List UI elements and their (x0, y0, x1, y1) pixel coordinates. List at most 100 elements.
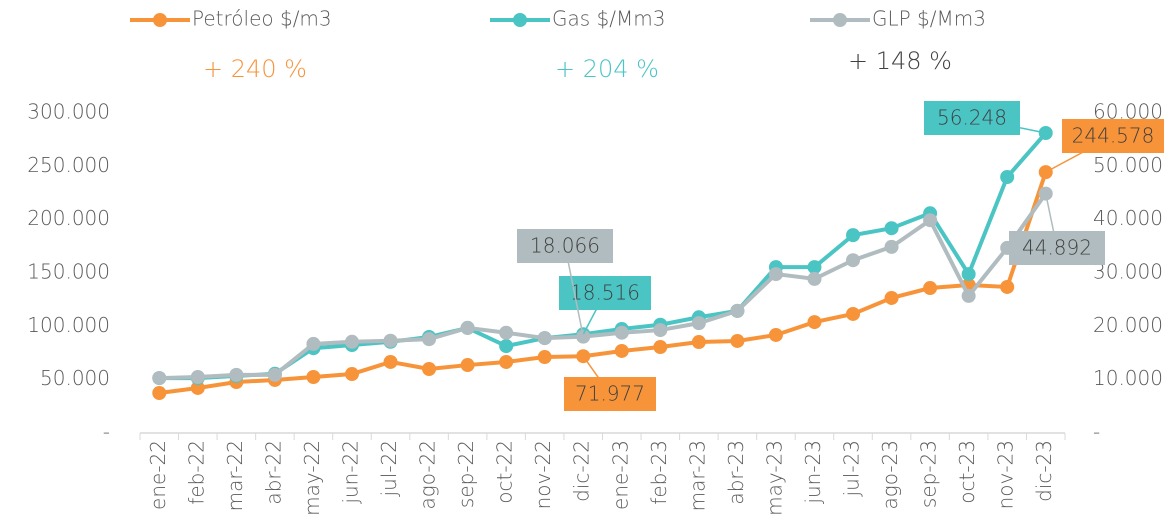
x-tick-label: jun-22 (338, 440, 362, 505)
x-tick-label: sep-23 (917, 440, 941, 508)
y-tick-label: 300.000 (27, 100, 110, 124)
x-tick-label: ene-23 (608, 440, 632, 510)
x-tick-label: oct-22 (493, 440, 517, 504)
data-point (537, 350, 552, 365)
x-tick-label: ago-23 (878, 440, 902, 510)
x-tick-label: mar-22 (223, 440, 247, 511)
data-point (691, 316, 706, 331)
x-tick-label: sep-22 (454, 440, 478, 508)
data-point (884, 239, 899, 254)
x-tick-label: abr-23 (724, 440, 748, 505)
data-point (383, 333, 398, 348)
data-point (460, 358, 475, 373)
x-tick-label: dic-23 (1032, 440, 1056, 502)
label-box (517, 229, 613, 263)
y2-tick-label: - (1093, 420, 1100, 444)
data-point (422, 362, 437, 376)
y2-tick-label: 20.000 (1093, 313, 1163, 337)
data-point (923, 213, 938, 228)
legend-marker (833, 13, 847, 27)
data-point (383, 354, 398, 369)
x-tick-label: dic-22 (570, 440, 594, 502)
x-tick-label: feb-22 (184, 440, 208, 505)
data-point (730, 303, 745, 318)
data-point (807, 260, 822, 275)
label-box (1009, 231, 1105, 265)
data-point (306, 336, 321, 351)
data-point (190, 380, 205, 395)
label-box (1062, 119, 1164, 153)
data-point (923, 281, 938, 296)
legend-label: Petróleo $/m3 (192, 7, 332, 31)
data-label: 71.977 (575, 382, 645, 406)
data-point (846, 228, 861, 243)
annotation: + 240 % (203, 55, 307, 83)
data-point (961, 288, 976, 303)
data-point (691, 335, 706, 350)
data-point (499, 354, 514, 369)
y-tick-label: 250.000 (27, 153, 110, 177)
data-label: 244.578 (1072, 124, 1155, 148)
data-label: 18.066 (530, 234, 600, 258)
data-point (653, 323, 668, 338)
legend-label: Gas $/Mm3 (552, 7, 665, 31)
data-point (499, 339, 514, 354)
x-tick-label: mar-23 (685, 440, 709, 511)
y2-tick-label: 40.000 (1093, 206, 1163, 230)
data-point (306, 370, 321, 384)
data-point (1000, 170, 1015, 184)
data-point (653, 340, 668, 355)
data-point (614, 325, 629, 340)
data-point (499, 325, 514, 340)
data-point (768, 327, 783, 342)
x-tick-label: abr-22 (261, 440, 285, 505)
data-label: 44.892 (1022, 236, 1092, 260)
data-point (344, 367, 359, 382)
x-tick-label: ago-22 (416, 440, 440, 510)
x-tick-label: jun-23 (801, 440, 825, 505)
data-point (344, 334, 359, 349)
x-tick-label: may-22 (300, 440, 324, 516)
x-tick-label: feb-23 (647, 440, 671, 505)
y2-tick-label: 10.000 (1093, 366, 1163, 390)
y2-tick-label: 50.000 (1093, 153, 1163, 177)
legend-label: GLP $/Mm3 (872, 7, 986, 31)
data-point (846, 306, 861, 321)
data-point (884, 290, 899, 305)
data-point (884, 221, 899, 236)
data-point (807, 271, 822, 286)
data-point (152, 386, 167, 400)
x-tick-label: ene-22 (146, 440, 170, 510)
data-point (961, 267, 976, 282)
series-line (159, 192, 1048, 381)
data-label: 56.248 (937, 106, 1007, 130)
label-box (924, 101, 1020, 135)
y-tick-label: 200.000 (27, 206, 110, 230)
data-point (768, 267, 783, 282)
data-point (267, 367, 282, 382)
data-point (614, 343, 629, 358)
annotation: + 148 % (848, 47, 952, 75)
data-point (422, 332, 437, 347)
legend-marker (513, 13, 527, 27)
data-point (460, 320, 475, 335)
label-box (564, 377, 656, 411)
y-tick-label: 150.000 (27, 260, 110, 284)
y-tick-label: - (103, 420, 110, 444)
x-tick-label: nov-22 (531, 440, 555, 509)
data-point (190, 370, 205, 384)
data-point (730, 333, 745, 348)
x-tick-label: nov-23 (994, 440, 1018, 509)
y-tick-label: 50.000 (40, 366, 110, 390)
data-point (537, 331, 552, 346)
data-point (229, 367, 244, 382)
data-point (152, 371, 167, 386)
data-label: 18.516 (570, 281, 640, 305)
legend-marker (153, 13, 167, 27)
data-point (846, 253, 861, 268)
y-tick-label: 100.000 (27, 313, 110, 337)
data-point (807, 315, 822, 330)
x-tick-label: jul-23 (840, 440, 864, 497)
x-tick-label: may-23 (762, 440, 786, 516)
